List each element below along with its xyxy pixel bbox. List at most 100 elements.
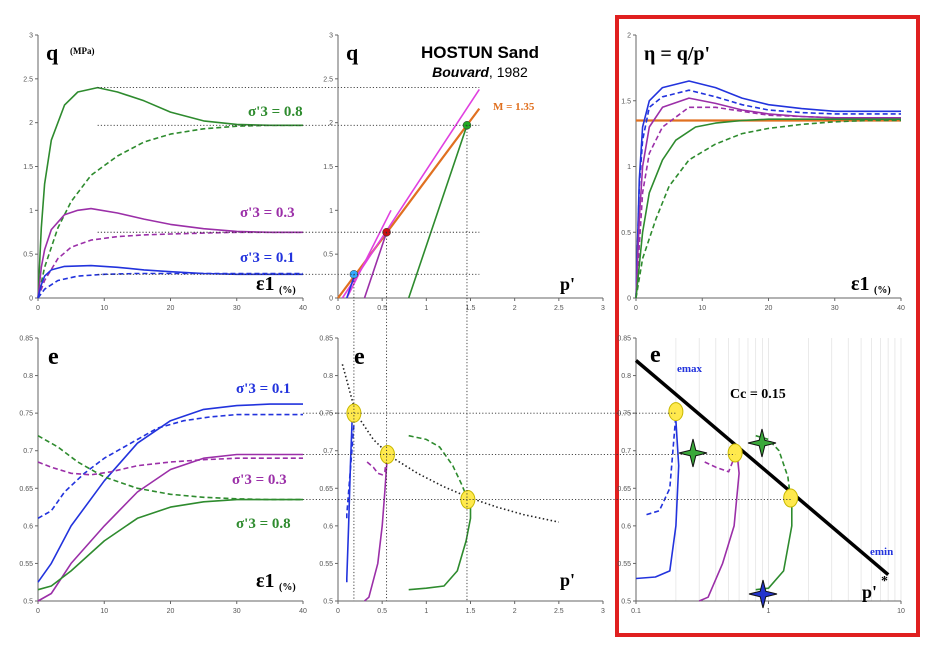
y-tick-label: 1 [29,208,33,215]
series-line-blue-solid-0 [37,403,303,583]
y-tick-label: 0.55 [19,561,33,568]
series-line-blue-solid-4 [37,264,303,299]
x-tick-label: 0 [336,305,340,312]
y-tick-label: 1.5 [621,98,631,105]
series-line-blue-dashed-2 [345,414,357,519]
y-tick-label: 1.5 [323,164,333,171]
y-tick-label: 0.5 [621,599,631,606]
y-tick-label: 0.85 [19,336,33,343]
series-line-green-solid-5 [755,499,793,591]
x-tick-label: 2 [513,305,517,312]
panel-e-eps: 0 10 20 30 40 0.5 0.55 0.6 0.65 0.7 0.75 0.8 0.85 [19,336,307,616]
series-line-green-dashed-1 [37,124,303,299]
series-line-blue-dashed-2 [646,414,677,516]
y-tick-label: 0.8 [323,373,333,380]
y-tick-label: 0.5 [23,599,33,606]
x-tick-label: 10 [897,608,905,615]
series-line-purple-dashed-3 [37,457,303,476]
series-line-green-solid-4 [37,498,303,591]
series-line-cc-0-15 [634,359,890,577]
x-tick-label: 1 [424,608,428,615]
y-tick-label: 1.5 [23,164,33,171]
y-tick-label: 2 [627,33,631,40]
panel-q-p: 0 0.5 1 1.5 2 2.5 3 0 0.5 1 1.5 2 2.5 3 [323,33,605,313]
y-tick-label: 0.55 [617,561,631,568]
state-marker [379,444,395,464]
x-tick-label: 30 [233,305,241,312]
x-tick-label: 2.5 [554,305,564,312]
series-line-green-dashed-6 [635,119,901,299]
y-tick-label: 0.75 [617,411,631,418]
y-tick-label: 0.8 [23,373,33,380]
x-tick-label: 1.5 [466,608,476,615]
y-tick-label: 0.85 [617,336,631,343]
panel-q-eps: 0 10 20 30 40 0 0.5 1 1.5 2 2.5 3 [23,33,307,313]
panel-eta-eps: 0 10 20 30 40 0 0.5 1 1.5 2 [621,33,905,313]
series-line-purple-solid-3 [363,232,388,299]
series-line-green-solid-5 [635,118,901,299]
green-star-marker [747,428,777,458]
x-tick-label: 30 [233,608,241,615]
y-tick-label: 0.75 [19,411,33,418]
x-tick-label: 40 [299,305,307,312]
green-star-marker [678,438,708,468]
state-marker [668,402,684,422]
series-line-purple-solid-3 [698,454,740,602]
y-tick-label: 0.5 [621,230,631,237]
panel-e-logp: 0.1 1 10 0.5 0.55 0.6 0.65 0.7 0.75 0.8 0.85 [617,336,905,616]
y-tick-label: 0 [627,296,631,303]
x-tick-label: 0.5 [377,305,387,312]
x-tick-label: 40 [897,305,905,312]
y-tick-label: 0.5 [323,252,333,259]
y-tick-label: 0.55 [319,561,333,568]
x-tick-label: 0 [36,305,40,312]
y-tick-label: 0.85 [319,336,333,343]
x-tick-label: 20 [765,305,773,312]
y-tick-label: 0.5 [23,252,33,259]
y-tick-label: 0.5 [323,599,333,606]
x-tick-label: 10 [100,608,108,615]
x-tick-label: 2.5 [554,608,564,615]
y-tick-label: 2 [329,120,333,127]
subtitle-year: , 1982 [489,64,528,80]
y-tick-label: 2 [29,120,33,127]
x-tick-label: 10 [100,305,108,312]
series-line-purple-dashed-3 [37,231,303,299]
y-tick-label: 1 [627,164,631,171]
x-tick-label: 0 [36,608,40,615]
series-line-purple-dashed-4 [635,106,901,299]
x-tick-label: 0.5 [377,608,387,615]
series-line-green-dashed-5 [37,435,303,501]
state-marker [727,443,743,463]
x-tick-label: 0 [634,305,638,312]
blue-star-marker [748,579,778,609]
y-tick-label: 0.75 [319,411,333,418]
y-tick-label: 0.7 [23,448,33,455]
x-tick-label: 2 [513,608,517,615]
series-line-purple-dashed-4 [704,457,735,473]
y-tick-label: 0.65 [319,486,333,493]
series-line-blue-dashed-1 [37,413,303,519]
y-tick-label: 3 [29,33,33,40]
series-line-blue-solid-1 [635,409,680,580]
y-tick-label: 0.6 [23,523,33,530]
x-tick-label: 30 [831,305,839,312]
highlight-frame [615,15,920,637]
series-line-purple-solid-2 [37,453,303,602]
x-tick-label: 3 [601,305,605,312]
x-tick-label: 3 [601,608,605,615]
figure-subtitle: Bouvard, 1982 [432,64,528,80]
y-tick-label: 0.6 [621,523,631,530]
series-line-m-1-35 [337,107,481,299]
panel-e-p: 0 0.5 1 1.5 2 2.5 30.50.550.60.650.70.750.80.8… [319,336,605,616]
series-line-blue-dashed-2 [635,89,901,299]
figure-title: HOSTUN Sand [421,43,539,62]
x-tick-label: 1 [767,608,771,615]
y-tick-label: 0 [29,296,33,303]
x-tick-label: 40 [299,608,307,615]
series-line-magenta-solid-2 [346,209,392,299]
asterisk-marker: * [881,574,888,589]
y-tick-label: 0.7 [621,448,631,455]
y-tick-label: 3 [329,33,333,40]
series-line-green-solid-0 [37,86,303,299]
